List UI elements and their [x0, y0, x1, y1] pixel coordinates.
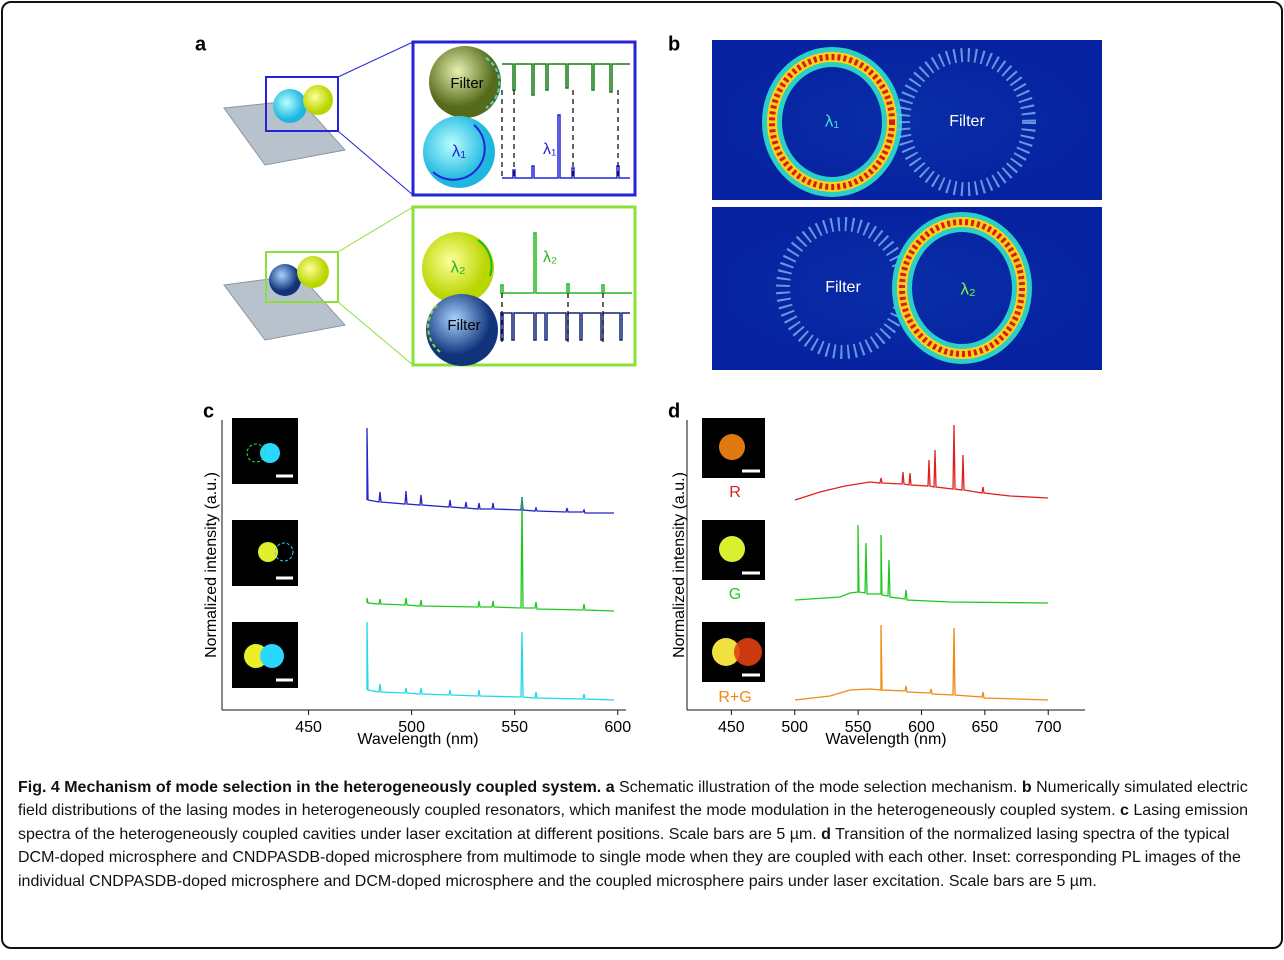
- x-tick-label: 600: [908, 719, 935, 736]
- zoom-box: [265, 76, 339, 132]
- zoom-line: [337, 41, 414, 78]
- figure: a Filter λ₁ λ₁ λ₂ Filter λ₂ b λ₁ Filter …: [195, 33, 1102, 748]
- panel-label: c: [203, 400, 214, 422]
- caption-text: Fig. 4 Mechanism of mode selection in th…: [18, 779, 606, 796]
- mode-label: λ₁: [825, 111, 840, 130]
- inset-label: R+G: [718, 689, 751, 706]
- sphere: [273, 89, 307, 123]
- spectrum: [794, 624, 1049, 701]
- spot: [734, 638, 762, 666]
- filter-label: Filter: [825, 279, 861, 296]
- panel-label: b: [668, 33, 680, 55]
- spot: [260, 644, 284, 668]
- x-tick-label: 450: [295, 719, 322, 736]
- x-tick-label: 550: [501, 719, 528, 736]
- mode-ring: [899, 219, 1025, 357]
- x-tick-label: 500: [398, 719, 425, 736]
- x-tick-label: 550: [845, 719, 872, 736]
- caption: Fig. 4 Mechanism of mode selection in th…: [18, 776, 1268, 893]
- spectrum: [502, 114, 630, 179]
- guides: [501, 293, 604, 342]
- arrow: [432, 124, 486, 181]
- caption-text: Lasing emission spectra of the heterogen…: [18, 802, 1249, 843]
- y-label: Normalized intensity (a.u.): [671, 472, 688, 658]
- caption-text: Schematic illustration of the mode selec…: [614, 779, 1022, 796]
- inset-label: G: [729, 586, 741, 603]
- caption-text: c: [1119, 802, 1129, 820]
- caption-text: Numerically simulated electric field dis…: [18, 779, 1248, 820]
- spectrum: [366, 497, 615, 612]
- sphere-label: Filter: [447, 317, 480, 334]
- zoom-line: [337, 301, 414, 366]
- spot: [719, 536, 745, 562]
- y-label: Normalized intensity (a.u.): [203, 472, 220, 658]
- sphere: [426, 294, 498, 366]
- spectrum: [500, 312, 630, 341]
- caption-text: b: [1021, 779, 1032, 796]
- sphere-label: λ₁: [452, 141, 467, 160]
- spot: [712, 638, 740, 666]
- spectrum: [502, 63, 630, 96]
- guides: [501, 90, 619, 178]
- arrow: [485, 57, 501, 109]
- filter-label: Filter: [949, 113, 985, 130]
- x-label: Wavelength (nm): [825, 731, 946, 748]
- x-tick-label: 500: [781, 719, 808, 736]
- x-tick-label: 450: [718, 719, 745, 736]
- spot: [258, 542, 278, 562]
- inset-label: R: [729, 484, 741, 501]
- filter-ring: [896, 48, 1036, 196]
- x-tick-label: 600: [604, 719, 631, 736]
- sphere-label: λ₂: [450, 257, 465, 276]
- spectrum: [794, 424, 1049, 501]
- x-label: Wavelength (nm): [357, 731, 478, 748]
- panel-label: d: [668, 400, 680, 422]
- zoom-line: [337, 130, 414, 196]
- peak-label: λ₁: [543, 141, 556, 158]
- spectrum: [366, 621, 615, 701]
- mode-label: λ₂: [960, 279, 975, 298]
- sphere: [429, 46, 501, 118]
- sphere: [269, 264, 301, 296]
- caption-text: a: [605, 779, 615, 796]
- zoom-line: [337, 206, 414, 253]
- panel-label: a: [195, 33, 207, 55]
- spectrum: [794, 524, 1049, 604]
- mode-ring: [769, 54, 895, 190]
- peak-label: λ₂: [543, 249, 557, 266]
- caption-text: d: [821, 825, 831, 843]
- sphere: [422, 232, 494, 304]
- x-tick-label: 700: [1035, 719, 1062, 736]
- x-tick-label: 650: [972, 719, 999, 736]
- sphere: [303, 85, 333, 115]
- spot: [719, 434, 745, 460]
- spot-marker: [246, 443, 266, 463]
- spot: [260, 443, 280, 463]
- sphere-label: Filter: [450, 75, 483, 92]
- arrow: [477, 239, 493, 277]
- sphere: [297, 256, 329, 288]
- caption-text: Transition of the normalized lasing spec…: [18, 825, 1241, 890]
- zoom-box: [265, 251, 339, 303]
- spot-marker: [274, 542, 294, 562]
- spectrum: [500, 232, 632, 294]
- spectrum: [366, 427, 614, 514]
